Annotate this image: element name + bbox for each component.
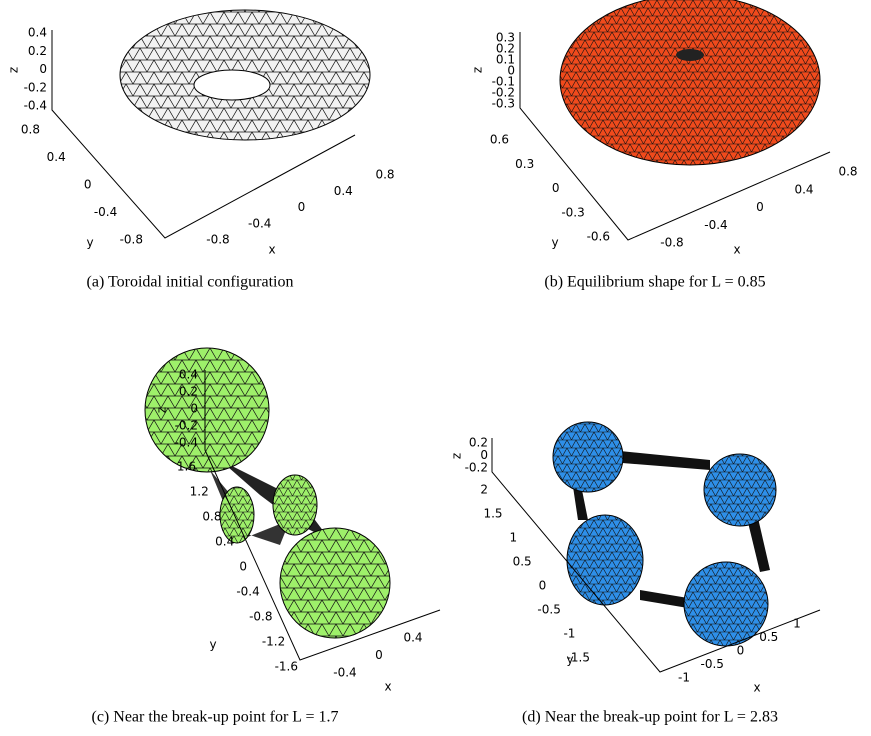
y-tick-label: 0.6: [490, 133, 509, 147]
caption: (c) Near the break-up point for L = 1.7: [92, 709, 339, 726]
y-tick-label: 0: [239, 560, 247, 574]
z-tick-label: 0.3: [496, 31, 515, 45]
x-tick-label: 0: [375, 648, 383, 662]
z-tick-label: 0: [39, 62, 47, 76]
y-tick-label: -1.5: [567, 651, 590, 665]
x-axis-label: x: [733, 243, 740, 257]
axis-frame: [519, 32, 831, 241]
x-axis-label: x: [753, 681, 760, 695]
y-tick-label: 1.2: [190, 485, 209, 499]
z-tick-label: 0.2: [179, 385, 198, 399]
y-tick-label: 0: [84, 178, 92, 192]
y-tick-label: -0.6: [587, 230, 610, 244]
z-tick-label: -0.4: [24, 99, 47, 113]
x-tick-label: 1: [793, 617, 801, 631]
z-tick-label: 0.2: [28, 44, 47, 58]
z-tick-label: -0.3: [492, 97, 515, 111]
x-tick-label: 0.4: [334, 184, 353, 198]
y-tick-label: 0: [539, 579, 547, 593]
z-tick-label: 0.2: [496, 42, 515, 56]
z-tick-label: -0.4: [175, 436, 198, 450]
x-tick-label: 0.4: [403, 631, 422, 645]
x-tick-label: 0.5: [759, 630, 778, 644]
y-tick-label: -1: [563, 627, 575, 641]
blue-droplets: [552, 421, 777, 647]
y-tick-label: 0.4: [215, 535, 234, 549]
caption: (d) Near the break-up point for L = 2.83: [522, 709, 778, 726]
green-droplets: [144, 347, 391, 639]
z-tick-label: 0.1: [496, 53, 515, 67]
x-axis-label: x: [384, 680, 391, 694]
z-tick-label: -0.2: [175, 419, 198, 433]
x-tick-label: 0.4: [794, 182, 813, 196]
x-tick-label: -1: [678, 671, 690, 685]
y-tick-label: 1.6: [177, 460, 196, 474]
y-tick-label: 0.8: [202, 510, 221, 524]
y-tick-label: 2: [480, 483, 488, 497]
x-tick-label: -0.4: [333, 666, 356, 680]
axis-frame: [204, 370, 441, 661]
y-tick-label: 0.8: [21, 123, 40, 137]
z-tick-label: -0.2: [24, 80, 47, 94]
y-tick-label: 1: [510, 531, 518, 545]
caption: (a) Toroidal initial configuration: [87, 274, 294, 291]
z-tick-label: 0: [507, 64, 515, 78]
torus: [119, 9, 371, 141]
z-tick-label: 0.2: [469, 436, 488, 450]
axis-frame: [51, 30, 356, 239]
y-tick-label: -0.4: [236, 585, 259, 599]
z-axis-label: z: [450, 453, 464, 459]
y-tick-label: -0.4: [94, 205, 117, 219]
z-tick-label: -0.1: [492, 75, 515, 89]
z-tick-label: 0.4: [179, 368, 198, 382]
y-axis-label: y: [566, 653, 573, 667]
z-tick-label: -0.2: [465, 461, 488, 475]
z-tick-label: 0: [480, 448, 488, 462]
y-axis-label: y: [86, 236, 93, 250]
y-tick-label: -1.2: [262, 635, 285, 649]
x-tick-label: 0.8: [838, 165, 857, 179]
z-axis-label: z: [155, 407, 169, 413]
z-tick-label: 0: [190, 402, 198, 416]
axis-frame: [491, 438, 821, 673]
y-tick-label: 1.5: [483, 507, 502, 521]
y-tick-label: 0: [552, 181, 560, 195]
z-axis-label: z: [7, 67, 21, 73]
x-tick-label: -0.5: [701, 657, 724, 671]
caption: (b) Equilibrium shape for L = 0.85: [544, 274, 765, 291]
x-tick-label: 0.8: [375, 168, 394, 182]
z-axis-label: z: [471, 67, 485, 73]
y-tick-label: -1.6: [275, 660, 298, 674]
x-axis-label: x: [268, 243, 275, 257]
x-tick-label: 0: [298, 200, 306, 214]
oblate-shape: [559, 0, 821, 166]
y-axis-label: y: [209, 638, 216, 652]
y-tick-label: -0.5: [537, 603, 560, 617]
x-tick-label: 0: [756, 200, 764, 214]
y-tick-label: -0.8: [249, 610, 272, 624]
x-tick-label: -0.4: [704, 218, 727, 232]
x-tick-label: -0.4: [248, 216, 271, 230]
y-tick-label: -0.3: [561, 205, 584, 219]
y-tick-label: 0.3: [515, 157, 534, 171]
z-tick-label: 0.4: [28, 26, 47, 40]
x-tick-label: -0.8: [206, 233, 229, 247]
y-axis-label: y: [551, 236, 558, 250]
y-tick-label: 0.5: [513, 555, 532, 569]
z-tick-label: -0.2: [492, 86, 515, 100]
x-tick-label: 0: [737, 644, 745, 658]
y-tick-label: -0.8: [120, 233, 143, 247]
x-tick-label: -0.8: [660, 236, 683, 250]
y-tick-label: 0.4: [47, 150, 66, 164]
